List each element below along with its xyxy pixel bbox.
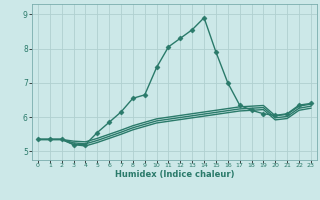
X-axis label: Humidex (Indice chaleur): Humidex (Indice chaleur) xyxy=(115,170,234,179)
